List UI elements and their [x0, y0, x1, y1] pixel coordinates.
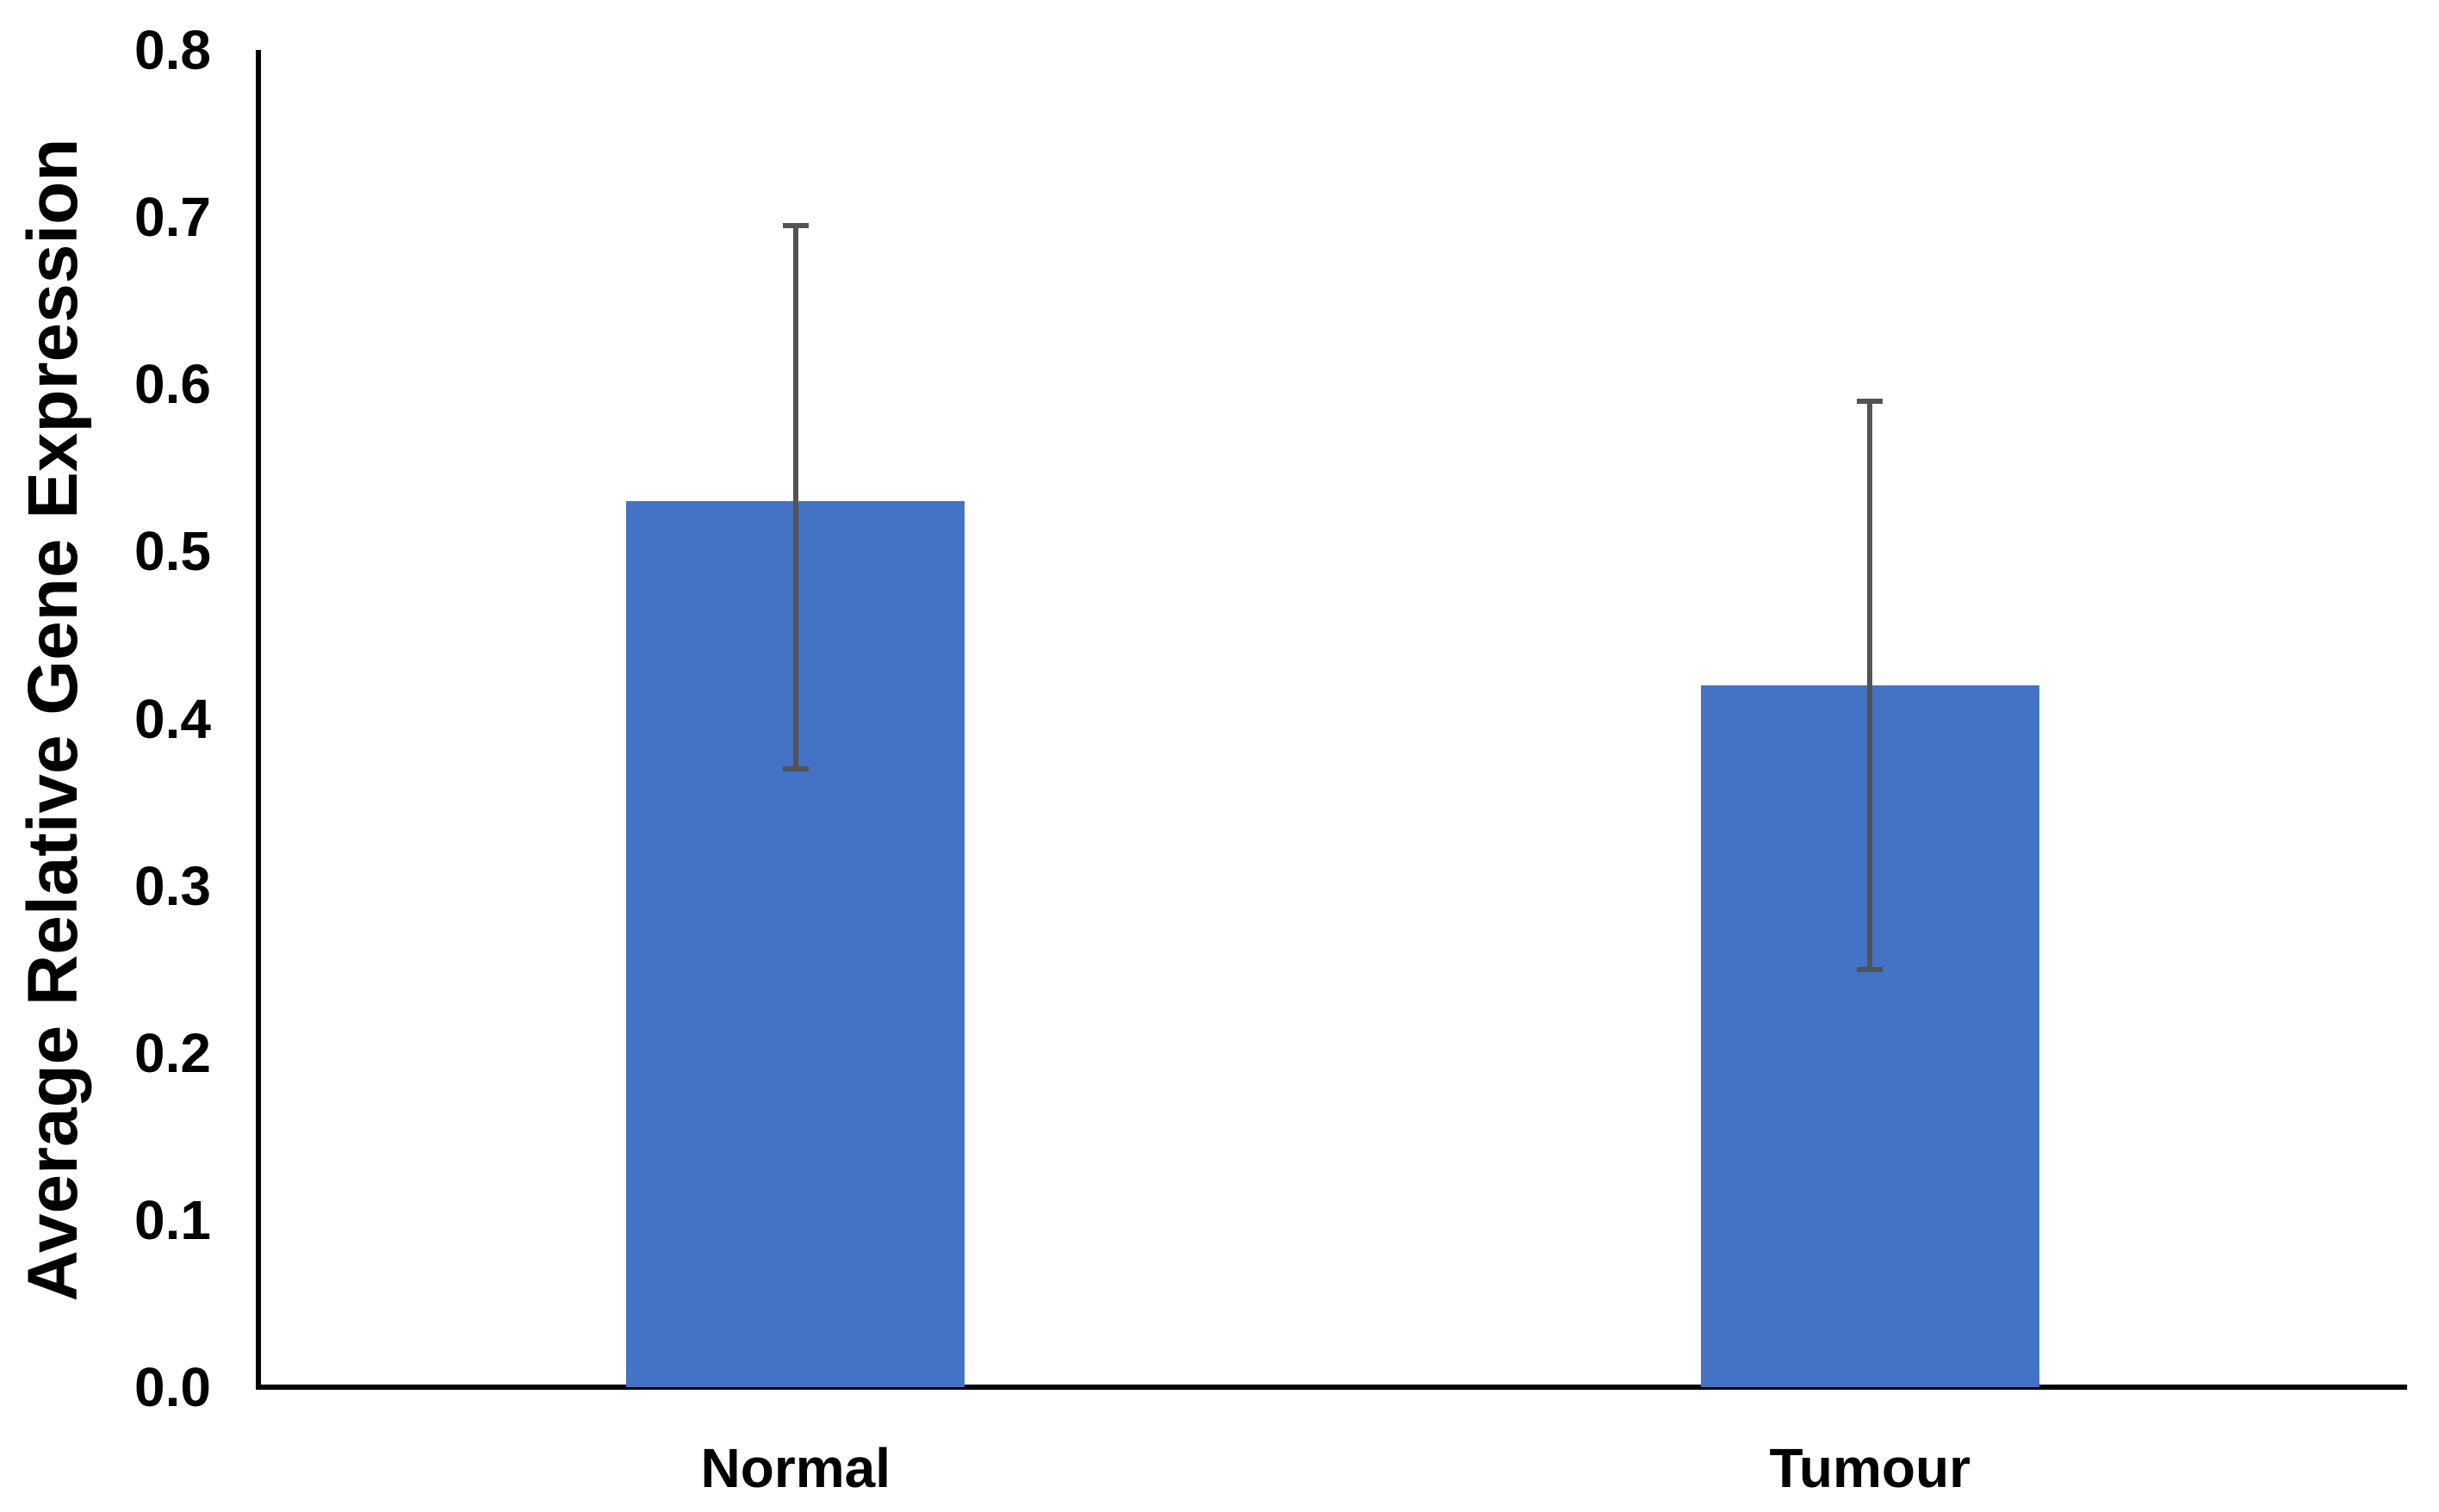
error-bar-cap-top [782, 222, 809, 228]
x-category-label-tumour: Tumour [1769, 1437, 1970, 1499]
error-bar-cap-top [1857, 398, 1884, 404]
x-category-label-normal: Normal [700, 1437, 891, 1499]
y-tick-label: 0.7 [134, 186, 211, 249]
y-tick-label: 0.2 [134, 1021, 211, 1084]
error-bar-cap-bottom [782, 765, 809, 771]
error-bar-line [1867, 400, 1873, 970]
y-tick-label: 0.0 [134, 1356, 211, 1418]
y-tick-label: 0.4 [134, 687, 211, 750]
y-tick-label: 0.3 [134, 854, 211, 917]
x-axis-line [256, 1385, 2407, 1390]
error-bar-line [792, 225, 798, 769]
y-tick-label: 0.1 [134, 1188, 211, 1251]
y-tick-label: 0.8 [134, 19, 211, 81]
y-tick-label: 0.6 [134, 353, 211, 416]
y-axis-line [256, 50, 261, 1390]
y-tick-label: 0.5 [134, 520, 211, 583]
error-bar-cap-bottom [1857, 966, 1884, 972]
